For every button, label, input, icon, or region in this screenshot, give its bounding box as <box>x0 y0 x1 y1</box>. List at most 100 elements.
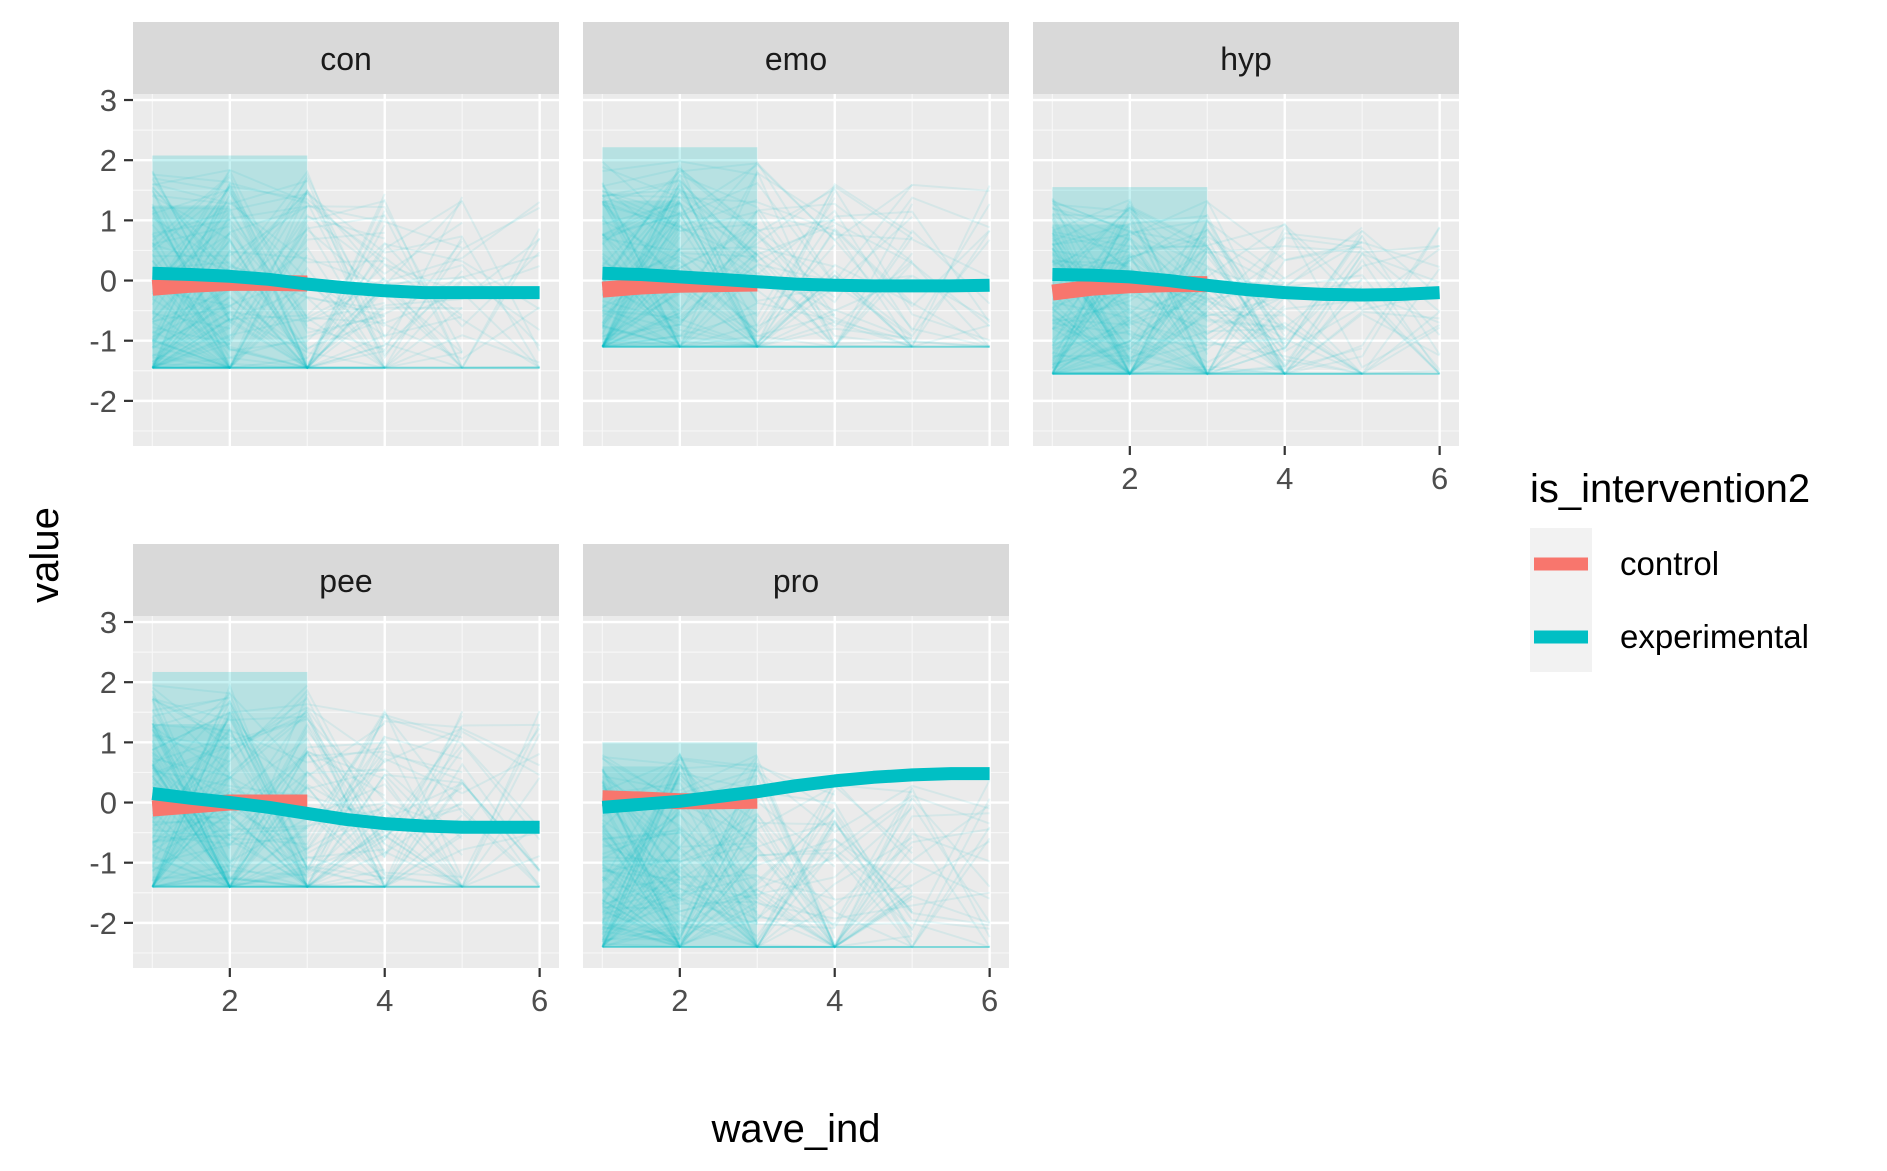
x-tick-label: 2 <box>671 983 688 1018</box>
individual-trajectory <box>601 768 758 949</box>
individual-trajectory <box>1052 233 1130 246</box>
individual-trajectory <box>151 205 308 369</box>
individual-trajectory <box>601 185 681 251</box>
individual-trajectory <box>601 160 758 233</box>
individual-trajectory <box>1051 248 1441 375</box>
individual-trajectory <box>601 804 681 948</box>
individual-trajectory <box>151 186 386 282</box>
individual-trajectory <box>151 321 231 369</box>
individual-trajectory <box>1051 226 1440 376</box>
individual-trajectory <box>602 826 913 948</box>
individual-trajectory <box>1051 287 1131 344</box>
individual-trajectory <box>601 173 836 317</box>
x-tick-label: 4 <box>1276 461 1293 496</box>
legend-label-experimental: experimental <box>1620 618 1809 655</box>
individual-trajectory <box>1051 206 1208 284</box>
facet-strip <box>583 544 1009 616</box>
individual-trajectory <box>151 727 541 845</box>
individual-trajectory <box>151 720 463 889</box>
individual-trajectory <box>601 818 913 949</box>
facet-label-pee: pee <box>319 563 372 599</box>
individual-trajectory <box>151 692 463 888</box>
y-tick-label: 3 <box>100 83 117 118</box>
individual-trajectory <box>151 766 308 888</box>
individual-trajectory <box>1051 242 1363 375</box>
individual-trajectory <box>151 241 541 369</box>
individual-trajectory <box>151 762 385 889</box>
individual-trajectory <box>602 758 990 834</box>
individual-trajectory <box>151 683 309 888</box>
individual-trajectory <box>151 183 231 340</box>
individual-trajectory <box>152 827 540 888</box>
individual-trajectory <box>601 813 991 949</box>
individual-trajectory <box>1051 278 1285 375</box>
individual-trajectory <box>601 791 913 948</box>
individual-trajectory <box>151 210 385 351</box>
individual-trajectory <box>151 690 231 868</box>
individual-trajectory <box>1051 234 1131 375</box>
individual-trajectory <box>601 827 913 948</box>
individual-trajectory <box>601 194 991 348</box>
individual-trajectory <box>601 781 836 941</box>
individual-trajectory <box>1051 237 1363 375</box>
individual-trajectory <box>152 713 463 874</box>
individual-trajectory <box>601 789 836 949</box>
individual-trajectory <box>602 230 990 348</box>
individual-trajectory <box>602 324 681 348</box>
individual-trajectory <box>602 167 990 342</box>
individual-trajectory <box>151 703 541 888</box>
individual-trajectory <box>152 734 231 763</box>
individual-trajectory <box>602 201 914 348</box>
individual-trajectory <box>1052 200 1441 375</box>
individual-trajectory <box>151 791 386 888</box>
individual-trajectory <box>152 228 541 370</box>
y-tick-label: -1 <box>89 324 117 359</box>
individual-trajectory <box>152 735 231 764</box>
individual-trajectory <box>151 285 385 369</box>
individual-trajectory <box>151 173 463 369</box>
individual-trajectory <box>151 171 231 319</box>
individual-trajectory <box>152 199 464 370</box>
individual-trajectory <box>1052 222 1441 369</box>
legend: control experimental <box>1530 528 1809 672</box>
individual-trajectory <box>151 729 385 807</box>
individual-trajectory <box>601 811 990 949</box>
individual-trajectory <box>602 756 914 925</box>
individual-trajectory <box>601 771 836 948</box>
individual-trajectory <box>602 831 680 841</box>
y-tick-label: 3 <box>100 605 117 640</box>
individual-trajectory <box>151 723 540 888</box>
y-tick-label: -2 <box>89 906 117 941</box>
individual-trajectory <box>152 831 540 888</box>
individual-trajectory <box>151 727 541 864</box>
dense-trajectory-band <box>152 155 308 368</box>
x-tick-label: 6 <box>981 983 998 1018</box>
series-line-experimental <box>152 266 540 300</box>
x-tick-label: 4 <box>826 983 843 1018</box>
individual-trajectory <box>152 718 541 888</box>
individual-trajectory <box>1051 200 1363 365</box>
individual-trajectory <box>602 252 913 348</box>
individual-trajectory <box>1052 248 1286 375</box>
individual-trajectory <box>602 861 681 884</box>
individual-trajectory <box>151 177 386 369</box>
individual-trajectory <box>601 838 835 901</box>
individual-trajectory <box>151 294 385 369</box>
individual-trajectory <box>602 828 913 948</box>
individual-trajectory <box>151 698 231 871</box>
facet-panel-hyp: hyp 2 4 6 <box>1033 22 1459 496</box>
individual-trajectory <box>151 193 386 369</box>
individual-trajectory <box>151 749 541 888</box>
individual-trajectory <box>602 866 758 926</box>
individual-trajectory <box>601 200 681 283</box>
individual-trajectory <box>602 789 759 936</box>
individual-trajectory <box>152 237 541 370</box>
y-tick-label: 0 <box>100 264 117 299</box>
individual-trajectory <box>152 338 385 369</box>
individual-trajectory <box>152 760 386 844</box>
individual-trajectory <box>601 202 835 337</box>
individual-trajectory <box>602 212 759 348</box>
series-line-experimental <box>602 266 990 293</box>
individual-trajectory <box>151 188 541 370</box>
individual-trajectory <box>1052 296 1286 376</box>
